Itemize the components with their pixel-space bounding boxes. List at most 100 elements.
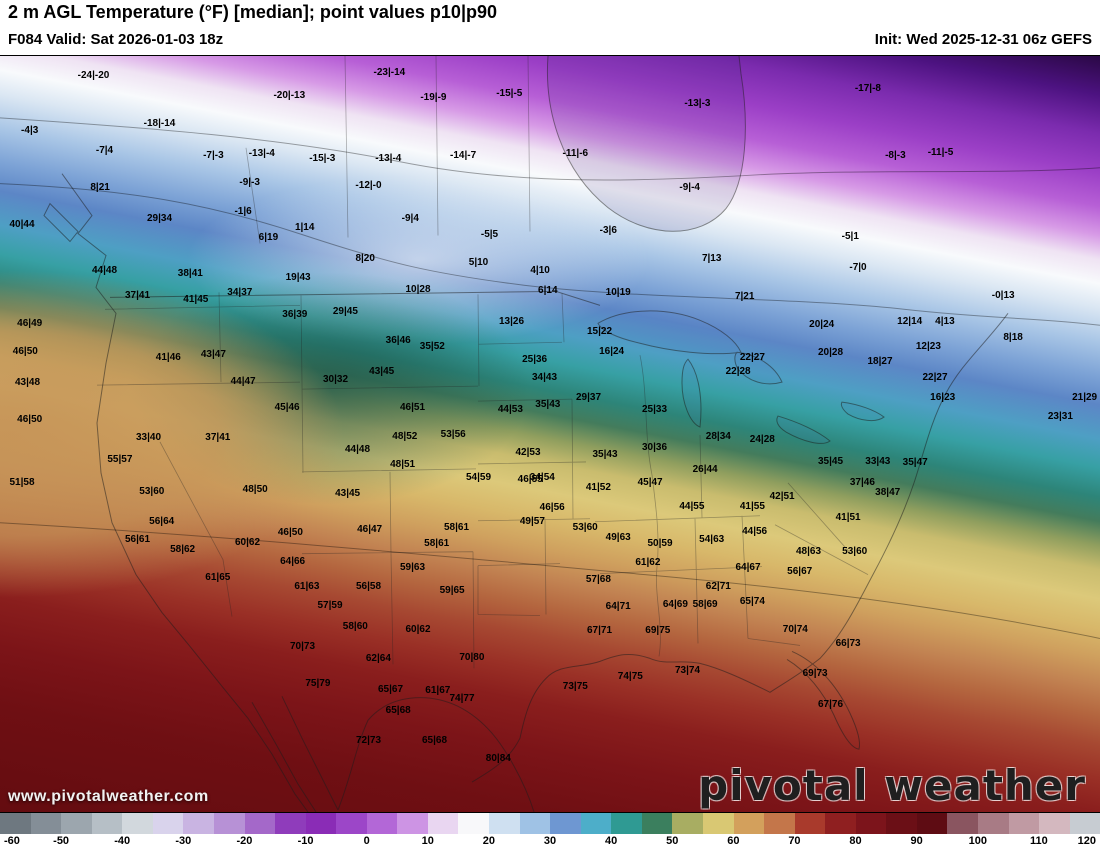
- point-value: 20|28: [817, 347, 844, 359]
- colorbar-tick: 10: [421, 835, 434, 847]
- valid-time-label: F084 Valid: Sat 2026-01-03 18z: [8, 31, 224, 48]
- point-value: 73|75: [562, 681, 588, 693]
- map-borders-overlay: [0, 56, 1100, 812]
- point-value: 74|75: [617, 671, 643, 683]
- point-value: 46|50: [277, 527, 303, 539]
- point-value: 41|46: [155, 352, 181, 364]
- colorbar-segment: [825, 813, 856, 834]
- point-value: 56|61: [124, 533, 151, 545]
- point-value: 44|48: [344, 443, 371, 455]
- colorbar: -60 -50 -40 -30 -20 -10 0 10 20 30 40 50 60 70 80 90 100…: [0, 813, 1100, 850]
- point-value: 8|20: [355, 252, 375, 264]
- page-title: 2 m AGL Temperature (°F) [median]; point…: [8, 2, 497, 22]
- point-value: 44|55: [679, 500, 705, 512]
- colorbar-segment: [397, 813, 428, 834]
- point-value: 25|33: [641, 403, 668, 415]
- point-value: 42|51: [769, 490, 795, 502]
- colorbar-segment: [366, 813, 398, 834]
- point-value: -3|6: [599, 224, 617, 236]
- colorbar-segment: [519, 813, 551, 834]
- point-value: 46|47: [357, 524, 383, 535]
- point-value: 41|52: [585, 481, 611, 493]
- point-value: -15|-5: [496, 87, 523, 99]
- colorbar-segment: [61, 813, 92, 834]
- point-value: -14|-7: [450, 149, 477, 161]
- point-value: 29|34: [146, 212, 173, 224]
- point-value: 70|80: [459, 651, 485, 663]
- colorbar-segment: [764, 813, 795, 834]
- point-value: 74|77: [449, 693, 475, 705]
- point-value: 61|67: [425, 685, 451, 697]
- colorbar-segment: [916, 813, 948, 834]
- point-value: -13|-4: [375, 152, 402, 164]
- mexico-west-coast: [337, 697, 535, 812]
- colorbar-segment: [855, 813, 887, 834]
- colorbar-tick: -60: [4, 835, 20, 847]
- colorbar-segment: [305, 813, 337, 834]
- point-value: 48|50: [242, 483, 268, 495]
- point-value: -7|-3: [203, 149, 224, 161]
- point-value: 29|45: [332, 306, 358, 318]
- point-value: 46|56: [539, 502, 565, 514]
- point-value: 44|56: [742, 525, 768, 537]
- colorbar-segment: [702, 813, 734, 834]
- point-value: 22|28: [725, 366, 751, 377]
- point-value: -13|-3: [684, 97, 711, 109]
- point-value: 49|57: [519, 515, 545, 527]
- colorbar-segment: [152, 813, 184, 834]
- isotherm-contours: [0, 117, 1100, 639]
- point-value: 46|50: [12, 346, 38, 358]
- point-value: 38|47: [875, 486, 901, 498]
- point-value: -15|-3: [309, 152, 336, 164]
- map-container[interactable]: -24|-20 -20|-13 -23|-14 -19|-9 -15|-5 -13|-3 -…: [0, 55, 1100, 813]
- point-value: 41|45: [183, 294, 209, 306]
- point-value: 21|29: [1072, 392, 1098, 404]
- point-value: 67|71: [586, 625, 613, 637]
- colorbar-segment: [213, 813, 245, 834]
- point-value: -5|5: [480, 229, 499, 241]
- colorbar-tick: 110: [1030, 835, 1048, 847]
- colorbar-segment: [794, 813, 826, 834]
- colorbar-tick: -10: [297, 835, 314, 847]
- colorbar-tick: 20: [482, 835, 495, 847]
- point-value: -9|4: [401, 212, 419, 224]
- point-value: 6|19: [258, 232, 279, 244]
- hudson-bay: [546, 56, 746, 232]
- point-value: 73|74: [674, 665, 701, 677]
- point-value: 46|55: [517, 474, 543, 486]
- point-value: 15|22: [586, 325, 613, 337]
- point-value: 25|36: [522, 353, 548, 365]
- colorbar-tick: -30: [175, 835, 192, 847]
- point-value: 65|67: [377, 683, 404, 695]
- point-value: 69|75: [645, 625, 671, 637]
- point-value: 58|61: [443, 521, 470, 533]
- colorbar-ticks: -60 -50 -40 -30 -20 -10 0 10 20 30 40 50 60 70 80 90 100…: [0, 834, 1100, 850]
- point-value: 70|73: [289, 641, 316, 653]
- point-value: 58|60: [342, 620, 368, 632]
- point-value: 24|28: [749, 434, 775, 446]
- point-value: 53|60: [139, 486, 165, 498]
- lake-michigan: [681, 358, 702, 428]
- point-value: 7|13: [701, 252, 722, 264]
- colorbar-tick: 30: [543, 835, 557, 847]
- point-value: 4|13: [935, 316, 955, 328]
- point-value: 35|52: [419, 341, 445, 353]
- point-value: 38|41: [177, 267, 203, 279]
- point-value: 60|62: [234, 536, 261, 548]
- point-value: 45|47: [637, 477, 663, 489]
- colorbar-tick: -20: [236, 835, 253, 847]
- point-value: -20|-13: [273, 90, 306, 102]
- point-value: 10|28: [405, 283, 431, 295]
- point-value: -7|4: [95, 144, 114, 156]
- point-value: 46|50: [17, 414, 43, 426]
- point-value: 58|62: [170, 543, 196, 555]
- colorbar-segment: [275, 813, 306, 834]
- colorbar-segment: [886, 813, 917, 834]
- pivotal-weather-logo: pivotal weather: [698, 761, 1086, 810]
- vancouver-island: [43, 202, 79, 243]
- point-value: 53|60: [572, 521, 598, 533]
- point-value: 61|62: [635, 556, 661, 568]
- colorbar-segment: [427, 813, 459, 834]
- point-value: 59|65: [439, 585, 465, 597]
- baja-peninsula: [251, 696, 339, 812]
